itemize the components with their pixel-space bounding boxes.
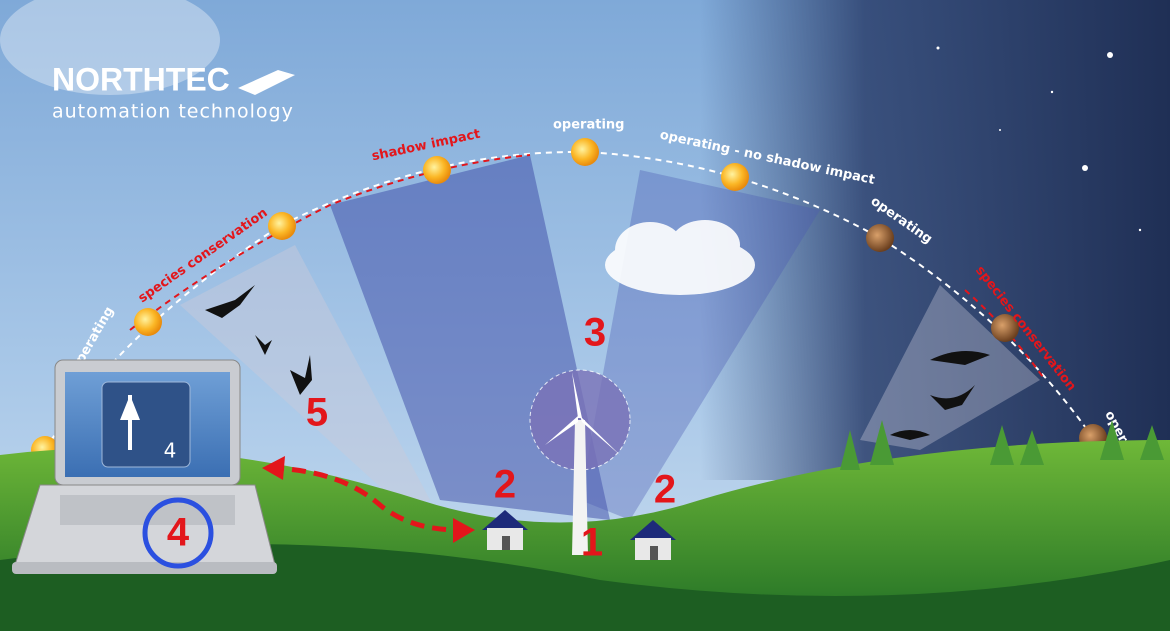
marker: 2 [654, 468, 676, 512]
page: {"logo": {"brand": "NORTHTEC", "tagline"… [0, 0, 1170, 631]
cloud [605, 220, 755, 295]
arc-label: operating [553, 118, 624, 133]
marker: 5 [306, 391, 328, 435]
screen-number: 4 [164, 439, 177, 463]
marker: 2 [494, 463, 516, 507]
logo-tagline: automation technology [52, 101, 294, 123]
logo-brand: NORTHTEC [52, 61, 230, 97]
marker: 4 [167, 511, 190, 555]
illustration: operating species conservation shadow im… [0, 0, 1170, 631]
marker: 3 [584, 311, 606, 355]
marker: 1 [581, 521, 603, 565]
